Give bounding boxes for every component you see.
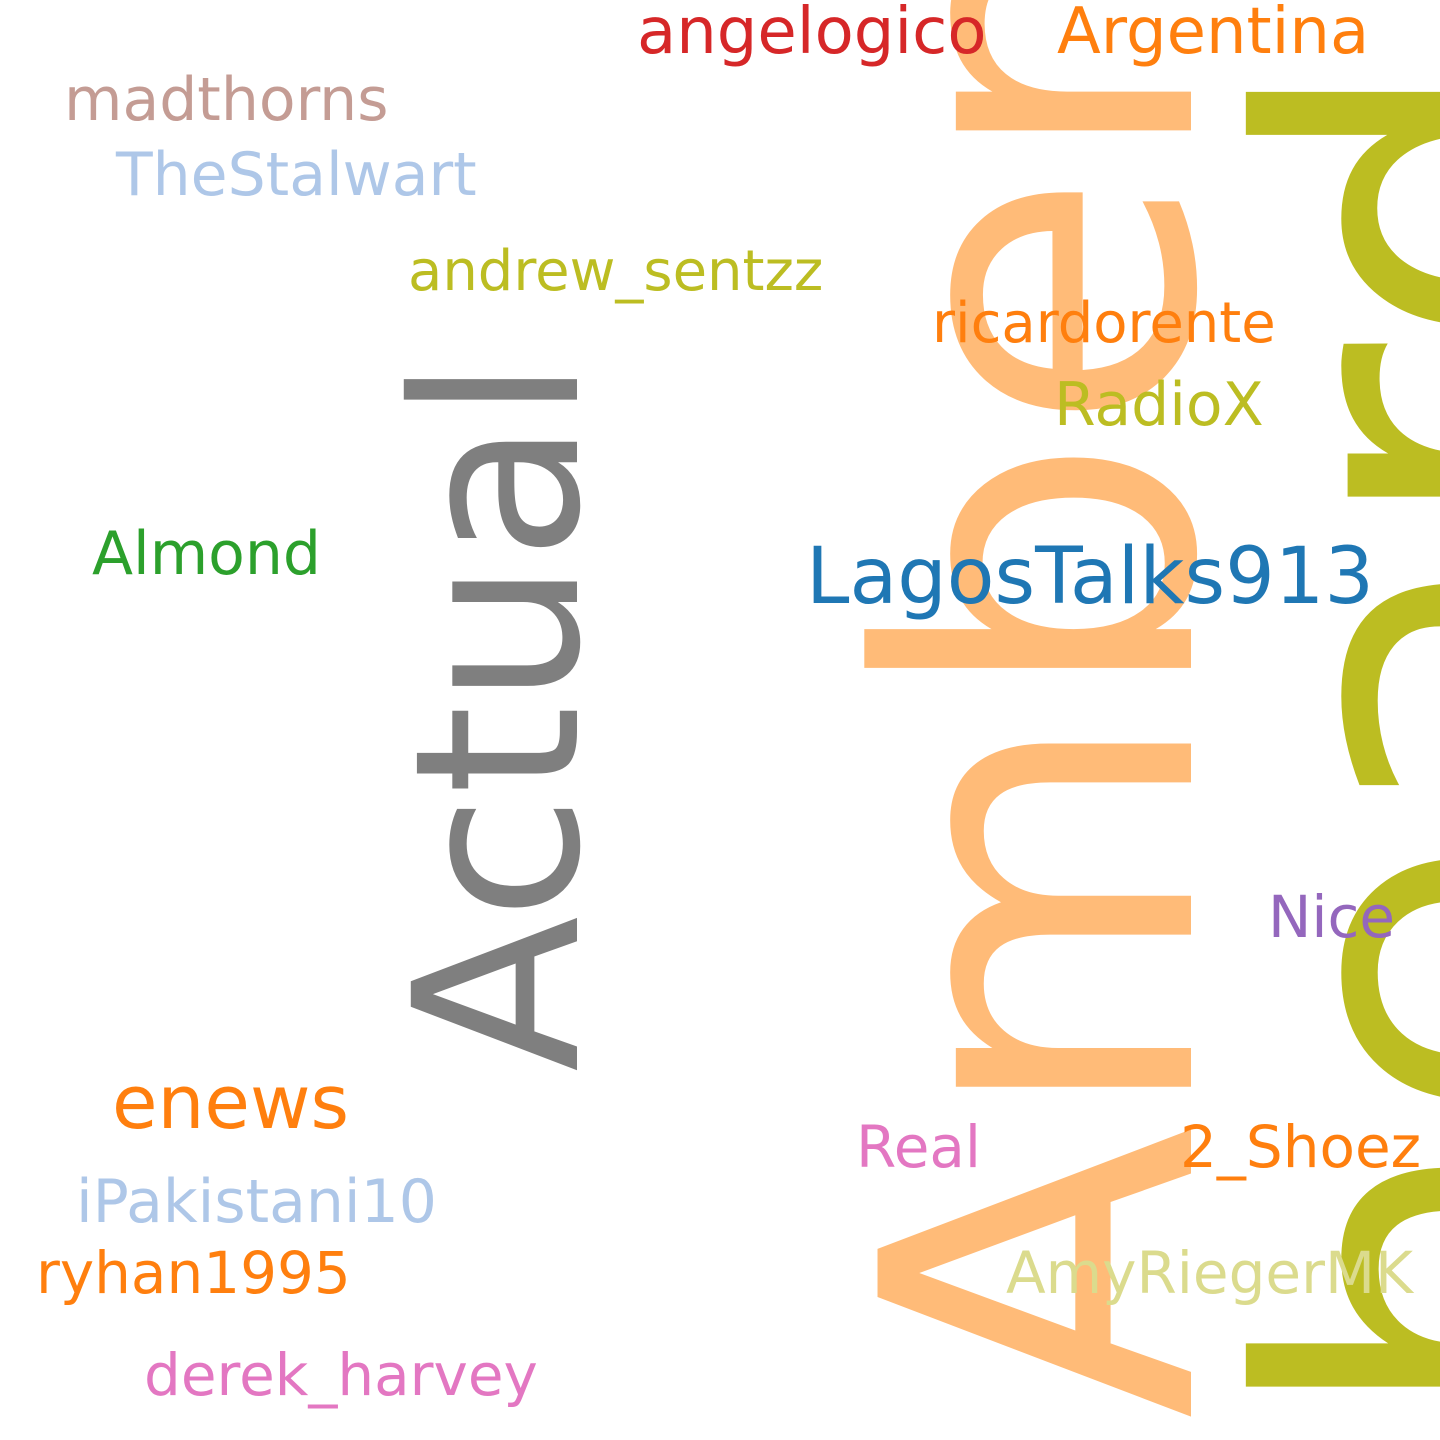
word-radiox: RadioX (1054, 370, 1264, 440)
word-madthorns: madthorns (64, 65, 389, 135)
word-ricardorente: ricardorente (932, 291, 1276, 356)
word-argentina: Argentina (1057, 0, 1370, 69)
word-amber: Amber (793, 0, 1293, 1420)
word-thestalwart: TheStalwart (116, 140, 477, 210)
word-andrew-sentzz: andrew_sentzz (408, 239, 824, 304)
word-actual: Actual (365, 357, 631, 1072)
word-ryhan1995: ryhan1995 (36, 1239, 351, 1307)
word-nice: Nice (1268, 883, 1396, 951)
word-real: Real (856, 1113, 982, 1181)
word-lagostalks913: LagosTalks913 (806, 532, 1375, 622)
word-amyriegermk: AmyRiegerMK (1006, 1239, 1414, 1307)
word-derek-harvey: derek_harvey (144, 1341, 538, 1409)
word-angelogico: angelogico (637, 0, 987, 69)
word-ipakistani10: iPakistani10 (76, 1167, 437, 1237)
word-enews: enews (112, 1060, 350, 1146)
word-almond: Almond (92, 519, 321, 589)
word-2-shoez: 2_Shoez (1180, 1113, 1422, 1181)
